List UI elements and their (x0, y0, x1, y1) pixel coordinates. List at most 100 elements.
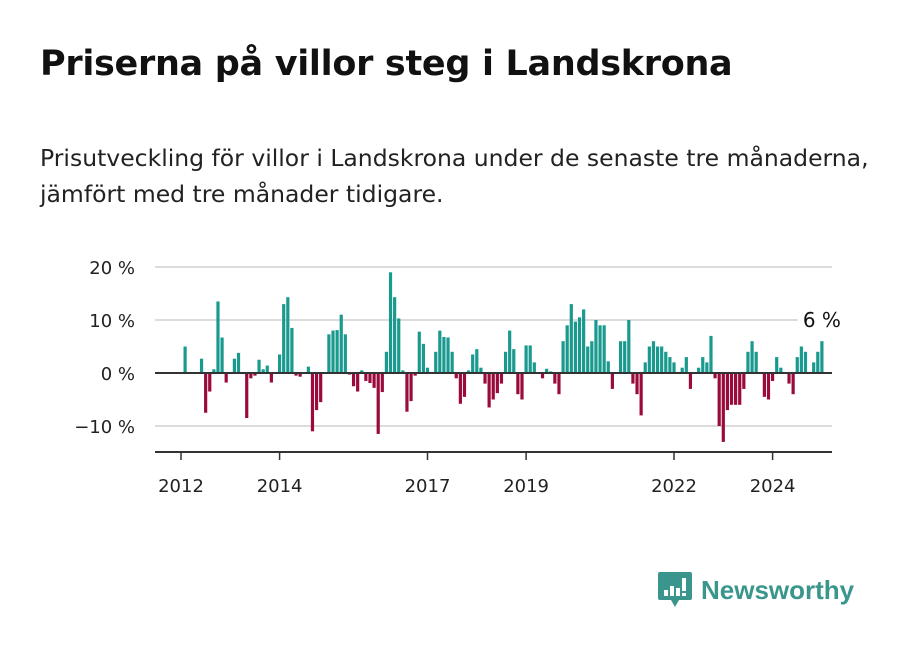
bars (183, 272, 824, 442)
bar-positive (565, 325, 569, 373)
bar-negative (495, 373, 499, 394)
annotation-background (797, 305, 846, 331)
bar-negative (487, 373, 491, 408)
bar-positive (803, 351, 808, 373)
bar-positive (524, 345, 528, 373)
bar-positive (561, 341, 565, 373)
bar-negative (458, 373, 462, 404)
bar-negative (310, 373, 315, 432)
y-tick-label: −10 % (74, 417, 135, 438)
bar-positive (528, 345, 532, 373)
bar-positive (623, 341, 627, 373)
x-axis: 2012 2014 2017 2019 2022 2024 (155, 451, 832, 497)
bar-positive (651, 341, 656, 373)
bar-negative (368, 373, 372, 384)
bar-positive (471, 354, 475, 373)
bar-negative (409, 373, 413, 402)
bar-negative (713, 373, 717, 379)
bar-negative (729, 373, 734, 405)
bar-negative (721, 373, 725, 442)
bar-positive (816, 351, 820, 373)
bar-positive (417, 331, 421, 373)
bar-positive (446, 337, 450, 373)
bar-negative (413, 373, 417, 376)
bar-positive (680, 367, 684, 373)
bar-positive (450, 351, 454, 373)
bar-negative (635, 373, 639, 395)
bar-negative (688, 373, 693, 389)
bar-positive (697, 367, 701, 373)
bar-negative (376, 373, 380, 434)
bar-positive (216, 301, 220, 373)
bar-negative (319, 373, 323, 403)
bar-positive (261, 369, 265, 373)
bar-positive (331, 330, 335, 373)
bar-negative (766, 373, 771, 400)
bar-positive (360, 370, 364, 373)
bar-positive (660, 346, 664, 373)
bar-positive (643, 362, 647, 373)
bar-positive (199, 358, 204, 373)
bar-positive (590, 341, 594, 373)
bar-positive (795, 357, 799, 373)
bar-negative (787, 373, 791, 384)
bar-positive (466, 370, 471, 373)
bar-negative (520, 373, 524, 400)
brand-name: Newsworthy (701, 574, 855, 605)
bar-positive (503, 351, 508, 373)
bar-negative (294, 373, 298, 376)
bar-negative (224, 373, 228, 383)
bar-positive (532, 362, 536, 373)
y-tick-label: 10 % (89, 311, 135, 332)
bar-positive (750, 341, 754, 373)
bar-negative (540, 373, 545, 379)
bar-positive (586, 346, 590, 373)
bar-negative (491, 373, 495, 400)
bar-negative (516, 373, 520, 395)
bar-negative (610, 373, 614, 389)
bar-negative (734, 373, 738, 405)
x-tick-label: 2012 (158, 476, 204, 497)
bar-positive (602, 325, 606, 373)
bar-negative (380, 373, 384, 393)
bar-positive (388, 272, 393, 373)
bar-negative (738, 373, 742, 405)
bar-positive (705, 362, 709, 373)
bar-negative (462, 373, 467, 397)
y-axis-labels: 20 % 10 % 0 % −10 % (74, 258, 135, 438)
bar-negative (249, 373, 253, 379)
bar-positive (401, 370, 405, 373)
bar-positive (577, 317, 582, 373)
bar-negative (269, 373, 273, 383)
bar-negative (639, 373, 643, 416)
bar-positive (236, 352, 241, 373)
bar-positive (286, 297, 290, 373)
bar-positive (627, 320, 631, 373)
bar-positive (425, 367, 430, 373)
bar-positive (594, 320, 598, 373)
bar-positive (290, 327, 294, 373)
bar-chart-speech-bubble-icon (658, 572, 692, 607)
bar-negative (405, 373, 409, 412)
bar-negative (372, 373, 376, 388)
bar-negative (208, 373, 212, 392)
bar-negative (454, 373, 458, 379)
bar-negative (553, 373, 557, 384)
bar-positive (212, 369, 216, 373)
bar-positive (746, 351, 750, 373)
bar-positive (508, 330, 512, 373)
bar-positive (672, 362, 676, 373)
bar-negative (364, 373, 368, 381)
bar-positive (397, 318, 401, 373)
x-tick-label: 2024 (750, 476, 796, 497)
bar-positive (384, 351, 389, 373)
bar-positive (779, 367, 783, 373)
x-tick-label: 2014 (257, 476, 303, 497)
bar-positive (257, 359, 261, 373)
y-tick-label: 20 % (89, 258, 135, 279)
bar-negative (717, 373, 721, 426)
bar-positive (512, 349, 516, 373)
bar-positive (684, 357, 688, 373)
bar-positive (232, 358, 237, 373)
